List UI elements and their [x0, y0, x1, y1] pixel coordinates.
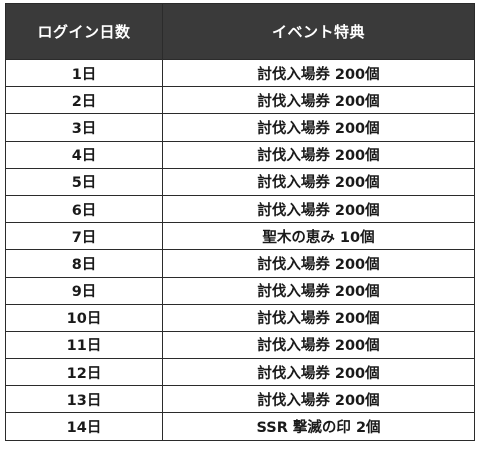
day-cell: 10日 [5, 303, 163, 332]
reward-cell: 討伐入場券 200個 [162, 86, 475, 115]
table-row: 3日 討伐入場券 200個 [5, 113, 475, 142]
header-event-reward: イベント特典 [162, 3, 475, 60]
table-row: 4日 討伐入場券 200個 [5, 140, 475, 169]
reward-cell: 討伐入場券 200個 [162, 330, 475, 360]
table-row: 9日 討伐入場券 200個 [5, 276, 475, 305]
reward-cell: 討伐入場券 200個 [162, 194, 475, 224]
table-header: ログイン日数 イベント特典 [5, 3, 475, 60]
reward-cell: SSR 撃滅の印 2個 [162, 412, 475, 441]
reward-cell: 討伐入場券 200個 [162, 249, 475, 278]
day-cell: 5日 [5, 167, 163, 196]
table-row: 11日 討伐入場券 200個 [5, 330, 475, 360]
reward-cell: 討伐入場券 200個 [162, 385, 475, 414]
reward-cell: 聖木の恵み 10個 [162, 222, 475, 251]
header-login-days: ログイン日数 [5, 3, 163, 60]
login-bonus-table: ログイン日数 イベント特典 1日 討伐入場券 200個 2日 討伐入場券 200… [5, 3, 475, 441]
day-cell: 11日 [5, 330, 163, 360]
day-cell: 14日 [5, 412, 163, 441]
day-cell: 6日 [5, 194, 163, 224]
reward-cell: 討伐入場券 200個 [162, 276, 475, 305]
table-row: 7日 聖木の恵み 10個 [5, 222, 475, 251]
table-body: 1日 討伐入場券 200個 2日 討伐入場券 200個 3日 討伐入場券 200… [5, 58, 475, 441]
table-row: 1日 討伐入場券 200個 [5, 58, 475, 88]
day-cell: 12日 [5, 358, 163, 387]
reward-cell: 討伐入場券 200個 [162, 358, 475, 387]
day-cell: 13日 [5, 385, 163, 414]
header-row: ログイン日数 イベント特典 [5, 3, 475, 60]
reward-cell: 討伐入場券 200個 [162, 140, 475, 169]
day-cell: 2日 [5, 86, 163, 115]
table-row: 12日 討伐入場券 200個 [5, 358, 475, 387]
day-cell: 4日 [5, 140, 163, 169]
table-row: 10日 討伐入場券 200個 [5, 303, 475, 332]
reward-cell: 討伐入場券 200個 [162, 113, 475, 142]
day-cell: 8日 [5, 249, 163, 278]
table-row: 14日 SSR 撃滅の印 2個 [5, 412, 475, 441]
table-row: 5日 討伐入場券 200個 [5, 167, 475, 196]
day-cell: 7日 [5, 222, 163, 251]
reward-cell: 討伐入場券 200個 [162, 167, 475, 196]
day-cell: 9日 [5, 276, 163, 305]
table-row: 6日 討伐入場券 200個 [5, 194, 475, 224]
reward-cell: 討伐入場券 200個 [162, 303, 475, 332]
reward-cell: 討伐入場券 200個 [162, 58, 475, 88]
table-row: 13日 討伐入場券 200個 [5, 385, 475, 414]
day-cell: 3日 [5, 113, 163, 142]
table-row: 8日 討伐入場券 200個 [5, 249, 475, 278]
table-row: 2日 討伐入場券 200個 [5, 86, 475, 115]
day-cell: 1日 [5, 58, 163, 88]
